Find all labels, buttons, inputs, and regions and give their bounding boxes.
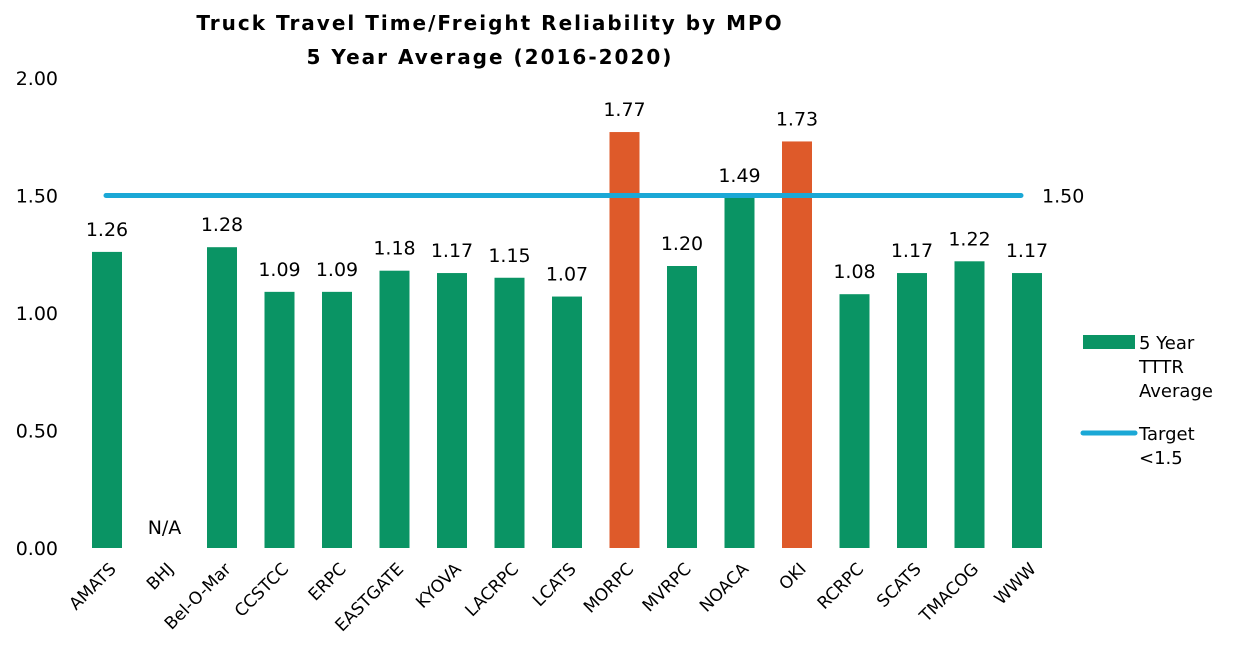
- bar-amats: [92, 251, 122, 548]
- x-tick-label: RCRPC: [814, 559, 868, 613]
- x-tick-label: CCSTCC: [231, 559, 293, 621]
- bar-oki: [782, 141, 812, 548]
- data-label: 1.73: [776, 108, 818, 130]
- x-tick-label: LCATS: [529, 559, 580, 610]
- bar-noaca: [724, 197, 755, 548]
- data-label: 1.77: [603, 99, 645, 121]
- bar-morpc: [609, 132, 640, 549]
- y-axis: 0.00 0.50 1.00 1.50 2.00: [16, 68, 58, 560]
- x-tick-label: AMATS: [66, 559, 121, 614]
- data-label: 1.09: [258, 259, 300, 281]
- data-label: 1.09: [316, 259, 358, 281]
- data-label: 1.17: [891, 240, 933, 262]
- bar-www: [1012, 273, 1042, 548]
- data-label: 1.20: [661, 233, 703, 255]
- data-label: 1.15: [488, 245, 530, 267]
- legend-label-line: <1.5: [1139, 448, 1183, 469]
- data-label: 1.17: [431, 240, 473, 262]
- bar-erpc: [322, 291, 352, 548]
- x-tick-label: MORPC: [580, 559, 638, 617]
- x-tick-label: SCATS: [873, 559, 925, 611]
- data-label: 1.28: [201, 214, 243, 236]
- target-line-group: 1.50: [103, 186, 1084, 208]
- x-tick-label: BHJ: [143, 559, 178, 594]
- x-tick-label: ERPC: [305, 559, 351, 605]
- target-value-label: 1.50: [1042, 186, 1084, 208]
- y-tick-label: 2.00: [16, 68, 58, 90]
- y-tick-label: 1.50: [16, 186, 58, 208]
- bars: [92, 132, 1042, 549]
- bar-bel-o-mar: [207, 247, 237, 548]
- bar-tmacog: [954, 261, 985, 548]
- data-labels: 1.26 N/A 1.28 1.09 1.09 1.18 1.17 1.15 1.07 1.77 1…: [86, 99, 1048, 539]
- legend-label-bar: 5 Year: [1139, 333, 1195, 354]
- x-tick-label: TMACOG: [915, 559, 983, 627]
- data-label: 1.22: [948, 228, 990, 250]
- data-label: 1.18: [373, 238, 415, 260]
- bar-eastgate: [379, 270, 410, 548]
- bar-mvrpc: [667, 266, 697, 548]
- bar-kyova: [437, 273, 467, 548]
- y-tick-label: 0.00: [16, 538, 58, 560]
- data-label: 1.49: [718, 165, 760, 187]
- chart-title: Truck Travel Time/Freight Reliability by…: [196, 11, 783, 35]
- data-label: 1.17: [1006, 240, 1048, 262]
- y-tick-label: 0.50: [16, 421, 58, 443]
- bar-rcrpc: [839, 294, 870, 548]
- x-tick-label: OKI: [776, 559, 811, 594]
- x-tick-label: WWW: [991, 559, 1041, 609]
- data-label: 1.26: [86, 219, 128, 241]
- data-label: 1.08: [833, 261, 875, 283]
- x-tick-label: MVRPC: [639, 559, 696, 616]
- data-label: 1.07: [546, 264, 588, 286]
- bar-lacrpc: [494, 277, 525, 548]
- bar-lcats: [552, 296, 582, 548]
- legend-label-bar: TTTR: [1138, 357, 1184, 378]
- bar-scats: [897, 273, 927, 548]
- y-tick-label: 1.00: [16, 303, 58, 325]
- legend: 5 Year TTTR Average Target <1.5: [1080, 333, 1213, 469]
- chart-subtitle: 5 Year Average (2016-2020): [307, 45, 674, 69]
- x-tick-label: NOACA: [696, 559, 753, 616]
- legend-label-bar: Average: [1139, 381, 1213, 402]
- legend-label-line: Target: [1138, 424, 1195, 445]
- x-tick-label: LACRPC: [462, 559, 524, 621]
- x-tick-label: KYOVA: [412, 559, 465, 612]
- bar-ccstcc: [264, 291, 295, 548]
- data-label: N/A: [148, 517, 182, 539]
- legend-swatch-bar: [1083, 335, 1135, 349]
